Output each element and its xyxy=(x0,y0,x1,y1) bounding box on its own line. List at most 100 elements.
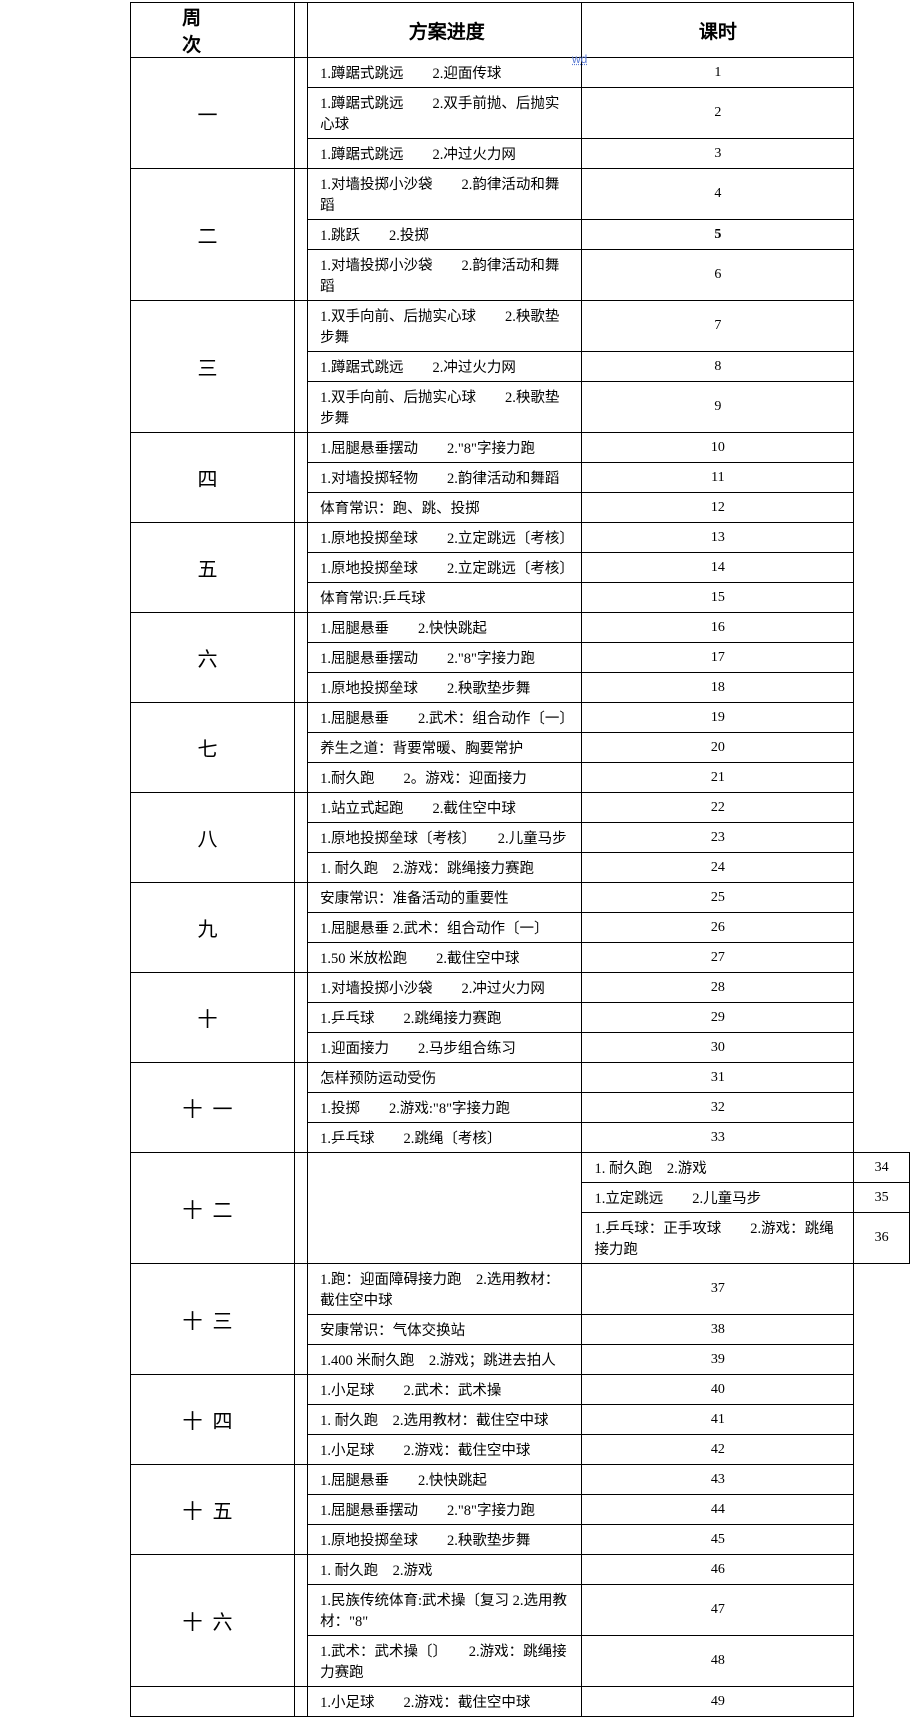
week-spacer xyxy=(295,1465,308,1555)
hour-cell: 23 xyxy=(582,823,854,853)
plan-cell: 安康常识：气体交换站 xyxy=(308,1315,582,1345)
plan-cell: 1.原地投掷垒球 2.秧歌垫步舞 xyxy=(308,1525,582,1555)
week-spacer xyxy=(295,523,308,613)
week-spacer xyxy=(295,58,308,169)
week-spacer xyxy=(308,1153,582,1264)
hour-cell: 26 xyxy=(582,913,854,943)
plan-cell: 1. 耐久跑 2.游戏：跳绳接力赛跑 xyxy=(308,853,582,883)
week-spacer xyxy=(295,973,308,1063)
week-label: 九 xyxy=(131,883,295,973)
plan-cell: 1.50 米放松跑 2.截住空中球 xyxy=(308,943,582,973)
hour-cell: 25 xyxy=(582,883,854,913)
plan-cell: 1.投掷 2.游戏:"8"字接力跑 xyxy=(308,1093,582,1123)
plan-cell: 1.蹲踞式跳远 2.冲过火力网 xyxy=(308,352,582,382)
plan-cell: 1.屈腿悬垂 2.武术：组合动作〔一〕 xyxy=(308,703,582,733)
week-label: 十一 xyxy=(131,1063,295,1153)
plan-cell: 1.小足球 2.武术：武术操 xyxy=(308,1375,582,1405)
plan-cell: 1.对墙投掷小沙袋 2.韵律活动和舞蹈 xyxy=(308,250,582,301)
watermark-link: wd xyxy=(572,52,587,66)
plan-cell: 1.对墙投掷小沙袋 2.冲过火力网 xyxy=(308,973,582,1003)
plan-cell: 1.乒乓球：正手攻球 2.游戏：跳绳接力跑 xyxy=(582,1213,854,1264)
hour-cell: 18 xyxy=(582,673,854,703)
hour-cell: 8 xyxy=(582,352,854,382)
plan-cell: 1.原地投掷垒球 2.立定跳远〔考核〕 xyxy=(308,553,582,583)
week-spacer xyxy=(295,793,308,883)
plan-cell: 1.双手向前、后抛实心球 2.秧歌垫步舞 xyxy=(308,301,582,352)
hour-cell: 34 xyxy=(854,1153,910,1183)
plan-cell: 1.屈腿悬垂摆动 2."8"字接力跑 xyxy=(308,1495,582,1525)
hour-cell: 32 xyxy=(582,1093,854,1123)
week-label: 八 xyxy=(131,793,295,883)
plan-cell: 1.蹲踞式跳远 2.冲过火力网 xyxy=(308,139,582,169)
week-spacer xyxy=(295,169,308,301)
plan-cell: 1.原地投掷垒球〔考核〕 2.儿童马步 xyxy=(308,823,582,853)
header-plan: 方案进度 xyxy=(308,3,582,58)
hour-cell: 22 xyxy=(582,793,854,823)
hour-cell: 30 xyxy=(582,1033,854,1063)
week-label: 四 xyxy=(131,433,295,523)
week-label: 十六 xyxy=(131,1555,295,1687)
hour-cell: 13 xyxy=(582,523,854,553)
plan-cell: 1.乒乓球 2.跳绳接力赛跑 xyxy=(308,1003,582,1033)
week-label: 十二 xyxy=(131,1153,295,1264)
hour-cell: 15 xyxy=(582,583,854,613)
plan-cell: 1.对墙投掷轻物 2.韵律活动和舞蹈 xyxy=(308,463,582,493)
week-spacer xyxy=(295,883,308,973)
week-spacer xyxy=(295,1063,308,1153)
hour-cell: 24 xyxy=(582,853,854,883)
header-week: 周 次 xyxy=(131,3,295,58)
hour-cell: 41 xyxy=(582,1405,854,1435)
plan-cell: 1.原地投掷垒球 2.立定跳远〔考核〕 xyxy=(308,523,582,553)
plan-cell: 1.原地投掷垒球 2.秧歌垫步舞 xyxy=(308,673,582,703)
hour-cell: 20 xyxy=(582,733,854,763)
week-label: 七 xyxy=(131,703,295,793)
plan-cell: 1.武术：武术操〔〕 2.游戏：跳绳接力赛跑 xyxy=(308,1636,582,1687)
week-spacer xyxy=(295,703,308,793)
plan-cell: 1.耐久跑 2。游戏：迎面接力 xyxy=(308,763,582,793)
hour-cell: 21 xyxy=(582,763,854,793)
hour-cell: 4 xyxy=(582,169,854,220)
week-spacer-split xyxy=(295,1153,308,1264)
hour-cell: 40 xyxy=(582,1375,854,1405)
hour-cell: 37 xyxy=(582,1264,854,1315)
plan-cell: 1.小足球 2.游戏：截住空中球 xyxy=(308,1687,582,1717)
plan-cell: 1.立定跳远 2.儿童马步 xyxy=(582,1183,854,1213)
week-label: 十四 xyxy=(131,1375,295,1465)
plan-cell: 体育常识：跑、跳、投掷 xyxy=(308,493,582,523)
plan-cell: 1.双手向前、后抛实心球 2.秧歌垫步舞 xyxy=(308,382,582,433)
plan-cell: 1.民族传统体育:武术操〔复习 2.选用教材："8" xyxy=(308,1585,582,1636)
plan-cell: 1.站立式起跑 2.截住空中球 xyxy=(308,793,582,823)
schedule-table: 周 次方案进度课时一1.蹲踞式跳远 2.迎面传球11.蹲踞式跳远 2.双手前抛、… xyxy=(130,2,910,1717)
hour-cell: 10 xyxy=(582,433,854,463)
hour-cell: 36 xyxy=(854,1213,910,1264)
plan-cell: 1.蹲踞式跳远 2.双手前抛、后抛实心球 xyxy=(308,88,582,139)
week-spacer xyxy=(295,1687,308,1717)
week-spacer xyxy=(295,1264,308,1375)
hour-cell: 35 xyxy=(854,1183,910,1213)
week-label: 十五 xyxy=(131,1465,295,1555)
week-spacer xyxy=(295,1375,308,1465)
hour-cell: 7 xyxy=(582,301,854,352)
plan-cell: 怎样预防运动受伤 xyxy=(308,1063,582,1093)
hour-cell: 9 xyxy=(582,382,854,433)
week-label: 三 xyxy=(131,301,295,433)
week-label xyxy=(131,1687,295,1717)
hour-cell: 39 xyxy=(582,1345,854,1375)
hour-cell: 3 xyxy=(582,139,854,169)
week-spacer xyxy=(295,613,308,703)
hour-cell: 12 xyxy=(582,493,854,523)
week-label: 十三 xyxy=(131,1264,295,1375)
week-label: 五 xyxy=(131,523,295,613)
hour-cell: 48 xyxy=(582,1636,854,1687)
hour-cell: 44 xyxy=(582,1495,854,1525)
plan-cell: 1.乒乓球 2.跳绳〔考核〕 xyxy=(308,1123,582,1153)
plan-cell: 养生之道：背要常暖、胸要常护 xyxy=(308,733,582,763)
hour-cell: 31 xyxy=(582,1063,854,1093)
week-spacer xyxy=(295,433,308,523)
hour-cell: 49 xyxy=(582,1687,854,1717)
plan-cell: 1. 耐久跑 2.游戏 xyxy=(308,1555,582,1585)
hour-cell: 1 xyxy=(582,58,854,88)
plan-cell: 1.屈腿悬垂 2.快快跳起 xyxy=(308,1465,582,1495)
plan-cell: 1.小足球 2.游戏：截住空中球 xyxy=(308,1435,582,1465)
plan-cell: 1.屈腿悬垂 2.武术：组合动作〔一〕 xyxy=(308,913,582,943)
